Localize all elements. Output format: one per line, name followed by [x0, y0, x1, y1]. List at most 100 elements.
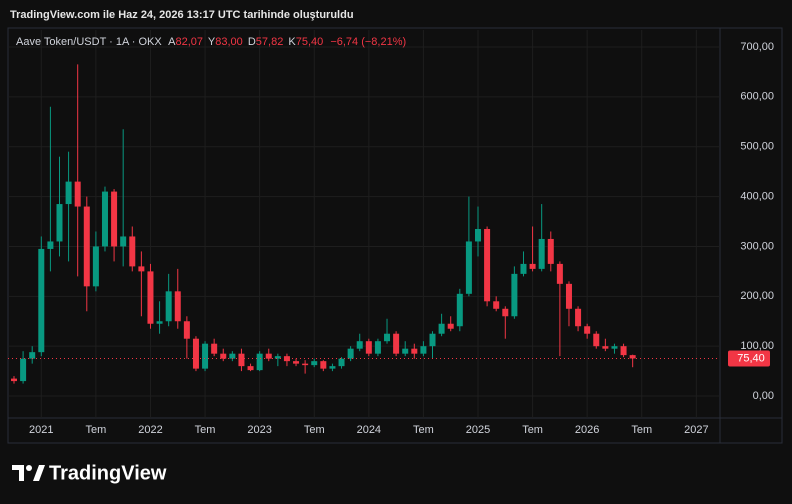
candle-body	[402, 348, 409, 354]
low-key: D	[248, 36, 256, 48]
candle-body	[192, 338, 199, 369]
x-tick-label: Tem	[195, 424, 216, 436]
candle-body	[265, 353, 272, 359]
x-tick-label: 2027	[684, 424, 708, 436]
candle-body	[247, 366, 254, 371]
candle-body	[547, 238, 554, 264]
candle-body	[593, 333, 600, 347]
x-tick-label: 2022	[138, 424, 162, 436]
logo-text: TradingView	[49, 462, 167, 484]
candle-body	[202, 343, 209, 369]
candle-body	[147, 271, 154, 324]
candle-body	[293, 361, 300, 364]
candle-body	[74, 181, 81, 207]
x-tick-label: Tem	[85, 424, 106, 436]
candle-body	[602, 346, 609, 349]
x-tick-label: 2026	[575, 424, 599, 436]
candle-body	[420, 346, 427, 354]
close: 75,40	[296, 36, 324, 48]
candle-body	[256, 353, 263, 371]
candle-body	[83, 206, 90, 287]
candle-body	[338, 358, 345, 367]
candle-body	[220, 353, 227, 359]
candle-body	[565, 283, 572, 309]
candle-body	[620, 346, 627, 356]
candle-body	[238, 353, 245, 367]
candle-body	[611, 346, 618, 349]
x-tick-label: 2023	[247, 424, 271, 436]
candle-body	[456, 293, 463, 327]
y-tick-label: 400,00	[740, 190, 774, 202]
candle-body	[47, 241, 54, 249]
candle-body	[274, 356, 281, 359]
header: TradingView.com ile Haz 24, 2026 13:17 U…	[10, 9, 354, 21]
candle-body	[229, 353, 236, 359]
x-tick-label: Tem	[413, 424, 434, 436]
candle-body	[465, 241, 472, 294]
candle-body	[374, 341, 381, 354]
candle-body	[56, 204, 63, 242]
y-tick-label: 100,00	[740, 340, 774, 352]
candle-body	[511, 273, 518, 317]
candle-body	[538, 238, 545, 269]
candle-body	[329, 366, 336, 369]
candle-body	[438, 323, 445, 334]
candle-body	[384, 333, 391, 342]
legend: Aave Token/USDT · 1A · OKX A82,07 Y83,00…	[16, 36, 406, 48]
candle-body	[393, 333, 400, 354]
candle-body	[138, 266, 145, 272]
candle-body	[92, 246, 99, 287]
candle-body	[429, 333, 436, 347]
y-tick-label: 200,00	[740, 290, 774, 302]
x-tick-label: 2025	[466, 424, 490, 436]
candle-body	[111, 191, 118, 247]
candle-body	[356, 341, 363, 349]
candle-body	[575, 308, 582, 327]
candle-body	[302, 363, 309, 366]
y-tick-label: 500,00	[740, 141, 774, 153]
candle-body	[29, 352, 36, 359]
x-tick-label: Tem	[631, 424, 652, 436]
candle-body	[101, 191, 108, 247]
candle-body	[311, 361, 318, 366]
candle-body	[165, 291, 172, 322]
y-tick-label: 0,00	[753, 390, 774, 402]
last-price-label: 75,40	[737, 352, 765, 364]
candle-body	[65, 181, 72, 205]
high-key: Y	[208, 36, 216, 48]
candle-body	[502, 308, 509, 317]
plot: 0,00 100,00 200,00 300,00 400,00 500,00 600,00…	[8, 28, 782, 443]
candle-body	[556, 263, 563, 284]
candle-body	[520, 263, 527, 274]
candle-body	[174, 291, 181, 322]
candle-body	[320, 361, 327, 369]
candle-body	[529, 263, 536, 269]
change: −6,74 (−8,21%)	[330, 36, 406, 48]
low: 57,82	[256, 36, 284, 48]
candle-body	[211, 343, 218, 354]
candle-body	[120, 236, 127, 247]
candle-body	[447, 323, 454, 329]
candle-body	[20, 358, 27, 382]
candle-body	[365, 341, 372, 354]
x-tick-label: 2021	[29, 424, 53, 436]
candle-body	[156, 321, 163, 324]
y-tick-label: 600,00	[740, 91, 774, 103]
y-tick-label: 700,00	[740, 41, 774, 53]
candle-body	[38, 248, 45, 353]
high: 83,00	[215, 36, 243, 48]
candle-body	[629, 355, 636, 359]
chart-panel	[7, 27, 783, 444]
open-key: A	[168, 36, 176, 48]
close-key: K	[288, 36, 296, 48]
x-tick-label: 2024	[357, 424, 381, 436]
candle-body	[129, 236, 136, 267]
candle-body	[183, 321, 190, 339]
candle-body	[283, 356, 290, 362]
candle-body	[411, 348, 418, 354]
open: 82,07	[176, 36, 204, 48]
x-tick-label: Tem	[522, 424, 543, 436]
candle-body	[347, 348, 354, 359]
candle-body	[493, 301, 500, 309]
